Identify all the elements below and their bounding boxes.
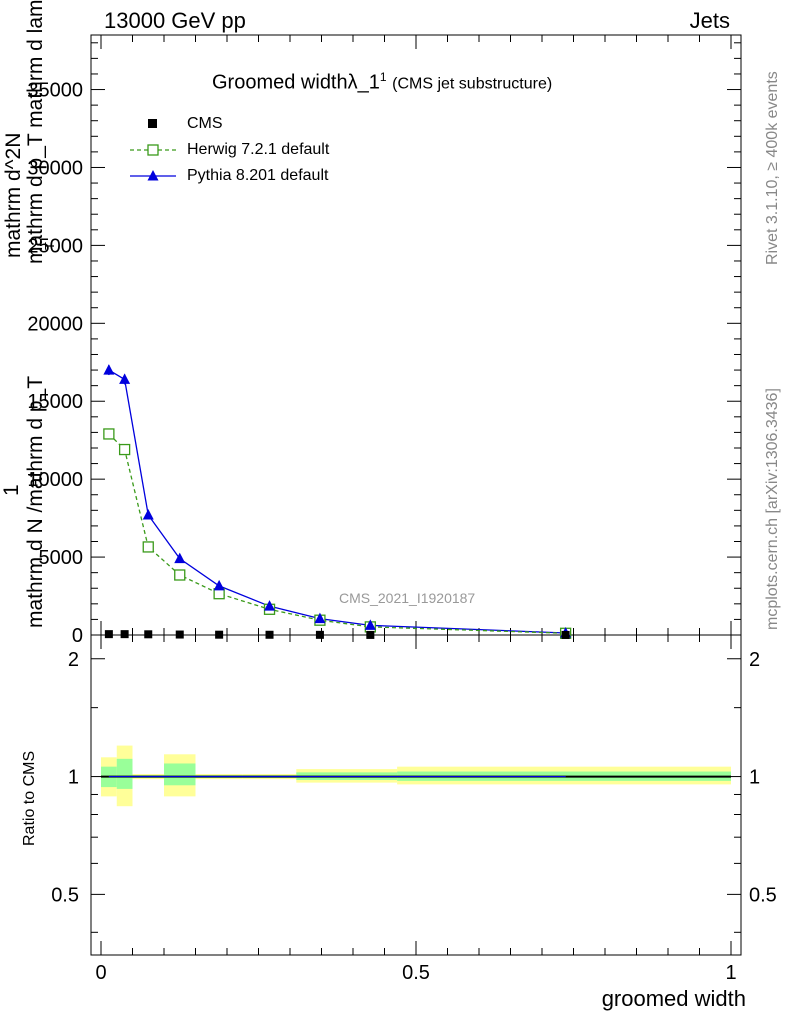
herwig-point [142, 541, 154, 553]
legend-pythia-label: Pythia 8.201 default [187, 167, 329, 184]
legend-herwig-label: Herwig 7.2.1 default [187, 141, 330, 158]
pythia-point [103, 364, 115, 375]
y-tick-label: 10000 [27, 469, 83, 491]
y-tick-label: 0 [72, 625, 83, 647]
pythia-point [314, 612, 326, 624]
plot-title-sup: 1 [379, 70, 387, 84]
y-tick-label: 5000 [39, 547, 84, 569]
ratio-y-tick-label: 2 [68, 649, 79, 671]
cms-data-point [175, 630, 184, 639]
cms-data-point [215, 630, 224, 639]
pythia-point [364, 619, 376, 630]
x-tick-label: 0.5 [402, 962, 430, 984]
y-tick-label: 25000 [27, 235, 83, 257]
herwig-point [174, 569, 186, 581]
energy-label: 13000 GeV pp [104, 8, 246, 33]
ratio-y-tick-label: 1 [68, 767, 79, 789]
y-tick-label: 15000 [27, 391, 83, 413]
ratio-y-tick-label-right: 1 [749, 767, 760, 789]
pythia-point [174, 552, 186, 564]
cms-data-point [265, 630, 274, 639]
analysis-watermark: CMS_2021_I1920187 [339, 590, 476, 606]
herwig-point [103, 428, 115, 440]
cms-data-point [104, 630, 113, 639]
pythia-point [213, 579, 225, 591]
plot-subtitle: (CMS jet substructure) [392, 75, 553, 93]
plot-title-main: Groomed widthλ_1 [212, 71, 380, 94]
cms-data-point [366, 630, 375, 639]
y-tick-label: 20000 [27, 313, 83, 335]
y-tick-label: 35000 [27, 80, 83, 102]
legend-pythia-marker [147, 170, 159, 181]
legend-herwig-marker [147, 144, 159, 156]
ratio-band-inner-3 [164, 763, 196, 786]
cms-data-point [315, 630, 324, 639]
x-tick-label: 0 [95, 962, 106, 984]
ratio-y-tick-label-right: 2 [749, 649, 760, 671]
cms-data-point [561, 630, 570, 639]
legend-cms-label: CMS [187, 115, 223, 132]
cms-data-point [144, 630, 153, 639]
pythia-line [108, 369, 566, 634]
main-plot-frame [90, 34, 742, 636]
y-tick-label: 30000 [27, 157, 83, 179]
ratio-y-tick-label: 0.5 [51, 884, 79, 906]
legend-cms-marker [148, 119, 157, 128]
process-label: Jets [689, 8, 730, 33]
herwig-point [118, 443, 131, 456]
ratio-band-inner-1 [116, 758, 133, 789]
pythia-point [142, 509, 154, 520]
herwig-line [108, 433, 566, 634]
plot-title: Groomed widthλ_11 (CMS jet substructure) [212, 70, 552, 95]
pythia-point [119, 373, 131, 384]
x-tick-label: 1 [725, 962, 736, 984]
x-axis-label: groomed width [601, 986, 746, 1011]
ratio-y-tick-label-right: 0.5 [749, 884, 777, 906]
cms-data-point [120, 630, 129, 639]
pythia-point [264, 600, 276, 611]
